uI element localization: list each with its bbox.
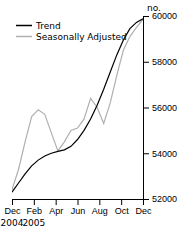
x-tick-label: Oct	[115, 206, 130, 216]
x-tick: Feb	[27, 199, 43, 216]
x-tick-label: Feb	[27, 206, 43, 216]
y-tick-label: 56000	[152, 103, 177, 113]
x-tick-label: Dec	[135, 206, 152, 216]
x-tick: Dec	[135, 199, 152, 216]
y-tick-mark	[143, 16, 149, 17]
y-tick-mark	[143, 108, 149, 109]
y-tick-mark	[143, 199, 149, 200]
lines	[12, 19, 143, 192]
annotation: 2005	[22, 218, 45, 228]
x-tick-mark	[99, 199, 100, 205]
annotation: 2004	[1, 218, 24, 228]
y-axis: 5200054000560005800060000	[143, 11, 177, 204]
y-tick: 54000	[143, 149, 177, 159]
x-tick-mark	[78, 199, 79, 205]
y-tick-mark	[143, 62, 149, 63]
x-tick-label: Aug	[92, 206, 108, 216]
y-tick-label: 52000	[152, 194, 177, 204]
x-tick: Apr	[49, 199, 63, 216]
legend-label: Trend	[35, 21, 61, 31]
x-tick-mark	[34, 199, 35, 205]
legend: TrendSeasonally Adjusted	[16, 21, 127, 42]
x-tick: Dec	[4, 199, 21, 216]
legend-label: Seasonally Adjusted	[36, 32, 127, 42]
x-tick: Aug	[92, 199, 108, 216]
chart: DecFebAprJunAugOctDec5200054000560005800…	[0, 0, 181, 231]
legend-swatch	[16, 36, 32, 38]
y-tick: 58000	[143, 57, 177, 67]
y-tick-label: 54000	[152, 149, 177, 159]
y-tick-mark	[143, 153, 149, 154]
x-tick-mark	[56, 199, 57, 205]
x-tick-label: Dec	[4, 206, 21, 216]
plot: DecFebAprJunAugOctDec5200054000560005800…	[4, 11, 177, 216]
legend-swatch	[16, 25, 32, 27]
series-line	[12, 19, 143, 192]
y-tick: 56000	[143, 103, 177, 113]
y-tick: 52000	[143, 194, 177, 204]
legend-item: Trend	[16, 21, 61, 31]
y-tick-label: 58000	[152, 57, 177, 67]
x-tick-mark	[12, 199, 13, 205]
x-axis: Dec Feb Apr Jun Aug Oct Dec	[4, 199, 152, 216]
y-axis-title: no.	[147, 3, 161, 13]
x-tick: Oct	[115, 199, 130, 216]
series-line	[12, 19, 143, 189]
x-tick-label: Jun	[71, 206, 86, 216]
x-tick-label: Apr	[49, 206, 63, 216]
legend-item: Seasonally Adjusted	[16, 32, 127, 42]
x-tick: Jun	[71, 199, 86, 216]
x-tick-mark	[121, 199, 122, 205]
